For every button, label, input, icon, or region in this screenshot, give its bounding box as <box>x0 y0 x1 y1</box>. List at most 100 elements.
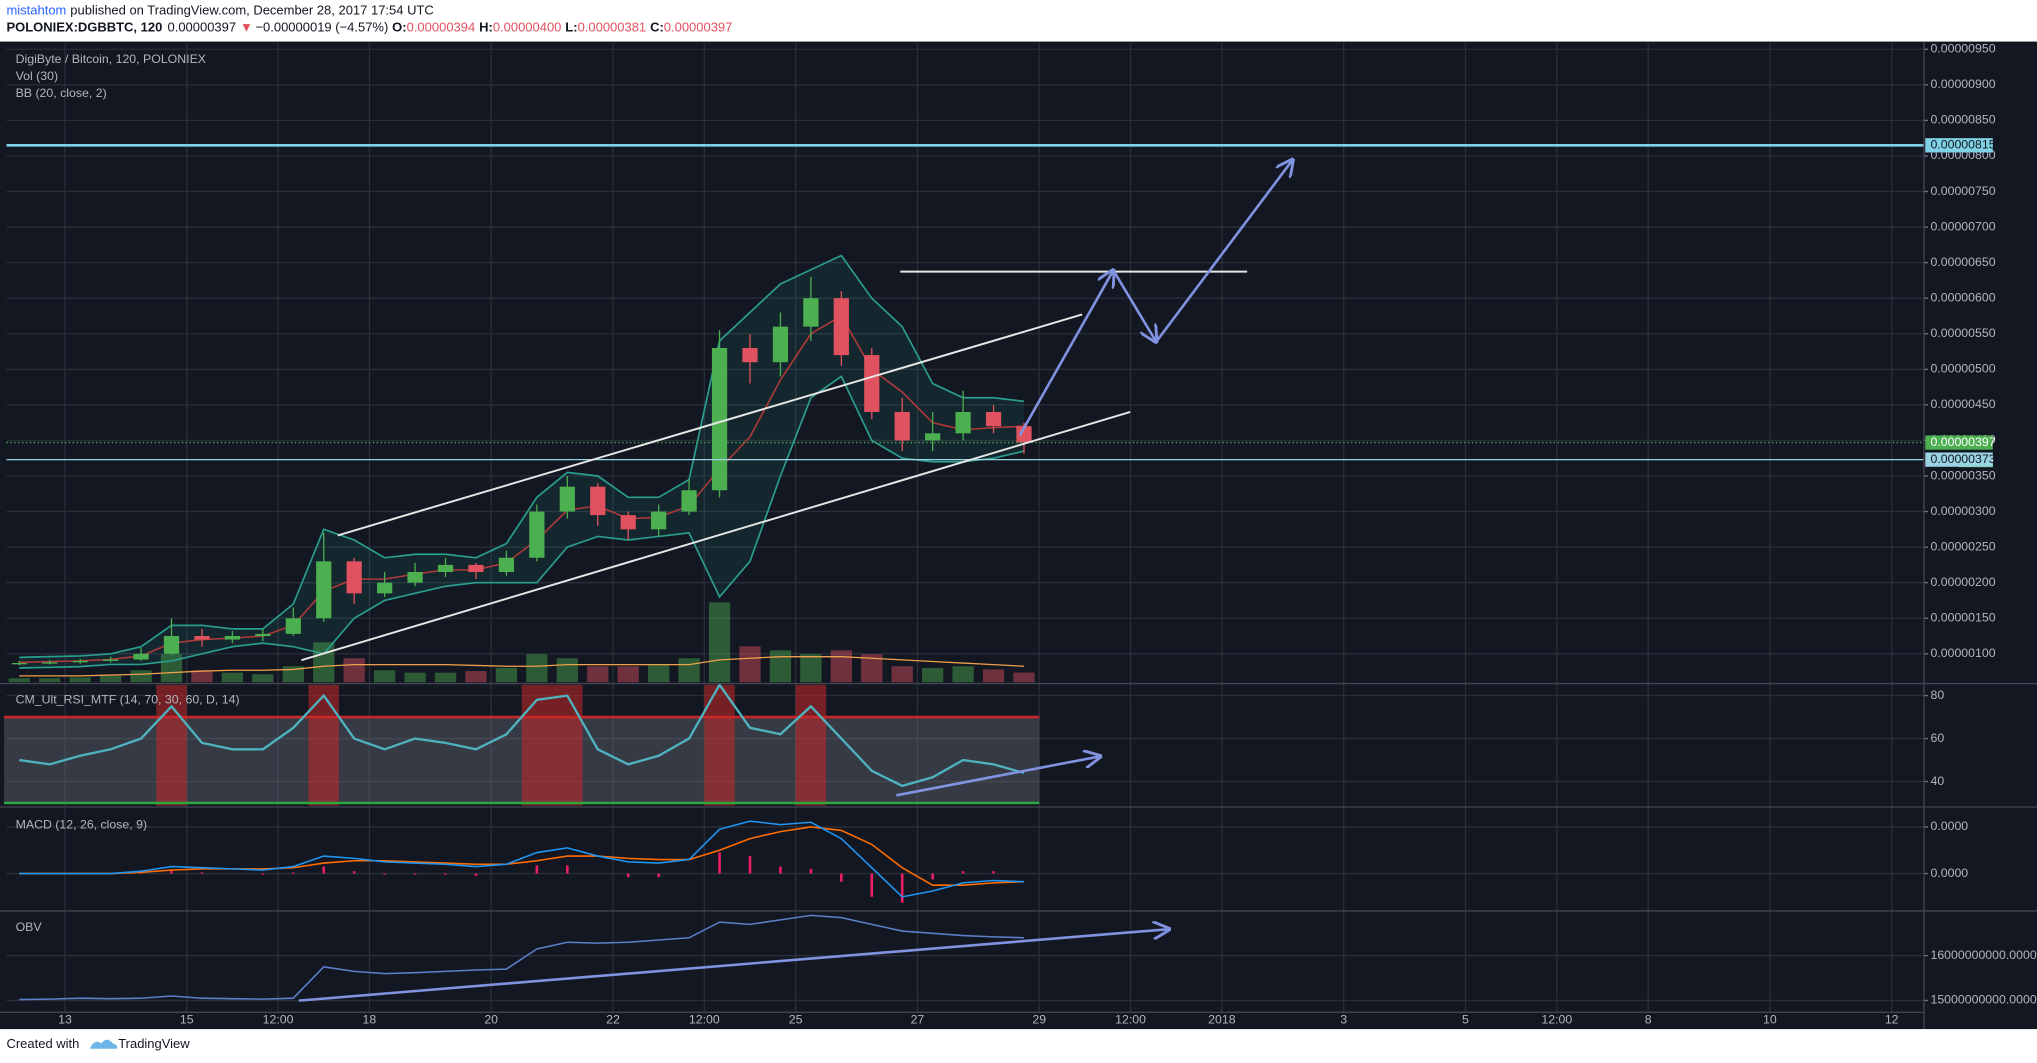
y-tick-label: 0.00000100 <box>1930 646 1995 660</box>
pane-title: OBV <box>16 920 43 934</box>
candle-body <box>346 561 362 594</box>
volume-ma <box>19 656 1025 677</box>
indicator-name: Vol (30) <box>16 69 58 83</box>
candle-body <box>529 511 545 558</box>
volume-bar <box>282 666 304 683</box>
pane-title: MACD (12, 26, close, 9) <box>16 817 148 831</box>
overbought-zone <box>795 684 827 806</box>
candle-body <box>377 582 393 594</box>
brand-link[interactable]: TradingView <box>118 1036 190 1051</box>
histogram-bar <box>474 873 478 876</box>
footer-background <box>0 1029 2037 1063</box>
y-tick-label: 0.00000750 <box>1930 184 1995 198</box>
histogram-bar <box>626 873 630 878</box>
quote-label: C: <box>650 20 664 35</box>
quote-value: 0.00000397 <box>664 20 733 35</box>
y-tick-label: 0.00000150 <box>1930 611 1995 625</box>
volume-bar <box>922 667 944 683</box>
divergence-arrow <box>896 756 1100 797</box>
volume-bar <box>130 670 152 683</box>
volume-bar <box>252 674 274 683</box>
candle-body <box>285 618 301 634</box>
y-tick-label: 0.00000450 <box>1930 397 1995 411</box>
data-layer: 13 15 12:00 18 20 22 12:00 25 27 29 12:00 2018 3 5 12:… <box>4 42 2037 1026</box>
candle-body <box>11 663 27 665</box>
x-tick-label: 5 <box>1462 1012 1469 1026</box>
histogram-bar <box>840 873 843 882</box>
publish-line: mistahtom published on TradingView.com, D… <box>6 3 433 18</box>
projection-arrow <box>1018 270 1114 436</box>
volume-bar <box>739 646 761 683</box>
y-tick-label: 0.00000300 <box>1930 504 1995 518</box>
overbought-zone <box>308 684 339 806</box>
volume-bar <box>373 670 396 683</box>
x-tick-label: 20 <box>484 1012 498 1026</box>
x-tick-label: 13 <box>58 1012 72 1026</box>
y-tick-label: 0.00000550 <box>1930 326 1995 340</box>
y-tick-label: 0.00000650 <box>1930 255 1995 269</box>
candle-body <box>955 411 971 434</box>
quote-line: POLONIEX:DGBBTC, 120 0.00000397 ▼ −0.000000… <box>6 20 732 35</box>
x-tick-label: 22 <box>606 1012 620 1026</box>
author-link[interactable]: mistahtom <box>6 3 66 18</box>
candle-body <box>437 564 454 573</box>
volume-bar <box>39 678 61 683</box>
x-tick-label: 15 <box>180 1012 194 1026</box>
candle-body <box>711 347 728 491</box>
overbought-zone <box>552 684 583 806</box>
volume-bar <box>434 672 457 683</box>
volume-bar <box>1013 672 1035 683</box>
volume-bar <box>495 667 518 683</box>
rsi-line <box>19 682 1025 788</box>
volume-bar <box>952 666 974 683</box>
histogram-bar <box>657 873 660 878</box>
quote-value: 0.00000381 <box>578 20 647 35</box>
histogram-bar <box>322 866 326 874</box>
candle-body <box>407 572 423 583</box>
volume-bar <box>617 666 639 683</box>
indicator-name: BB (20, close, 2) <box>16 86 107 100</box>
histogram-bar <box>809 868 813 874</box>
y-tick-label: 16000000000.0000 <box>1930 948 2036 962</box>
obv-arrow <box>298 929 1169 1002</box>
volume-bar <box>830 650 852 683</box>
candle-body <box>742 347 758 363</box>
x-tick-label: 12:00 <box>1115 1012 1146 1026</box>
x-tick-label: 27 <box>911 1012 925 1026</box>
bollinger-lower <box>19 375 1025 669</box>
volume-bar <box>221 672 244 683</box>
candle-body <box>772 326 789 363</box>
quote-value: 0.00000400 <box>493 20 562 35</box>
candle-body <box>255 633 271 637</box>
volume-bar <box>556 658 578 683</box>
candle-body <box>42 662 58 664</box>
y-tick-label: 0.00000200 <box>1930 575 1995 589</box>
x-tick-label: 12 <box>1885 1012 1899 1026</box>
y-tick-label: 0.0000 <box>1930 819 1968 833</box>
y-tick-label: 0.00000850 <box>1930 113 1995 127</box>
price-label-box <box>1925 452 1993 467</box>
obv-line <box>19 914 1025 1001</box>
volume-bar <box>891 666 913 683</box>
y-tick-label: 0.00000250 <box>1930 539 1995 553</box>
volume-bar <box>800 654 822 683</box>
pane-title: CM_Ult_RSI_MTF (14, 70, 30, 60, D, 14) <box>16 693 240 707</box>
histogram-bar <box>566 865 569 874</box>
quote-label: H: <box>479 20 493 35</box>
candle-body <box>651 511 667 530</box>
histogram-bar <box>291 872 295 874</box>
volume-bar <box>465 671 487 683</box>
projection-arrow <box>1155 160 1292 343</box>
histogram-bar <box>779 866 782 874</box>
histogram-bar <box>444 873 447 875</box>
trend-line <box>337 313 1083 537</box>
histogram-bar <box>870 873 874 897</box>
pane-frame <box>0 41 2037 1030</box>
histogram-bar <box>931 873 934 880</box>
candle-body <box>985 411 1002 427</box>
candle-body <box>498 557 515 573</box>
brand-logo[interactable] <box>89 1039 118 1049</box>
volume-bar <box>343 658 365 683</box>
